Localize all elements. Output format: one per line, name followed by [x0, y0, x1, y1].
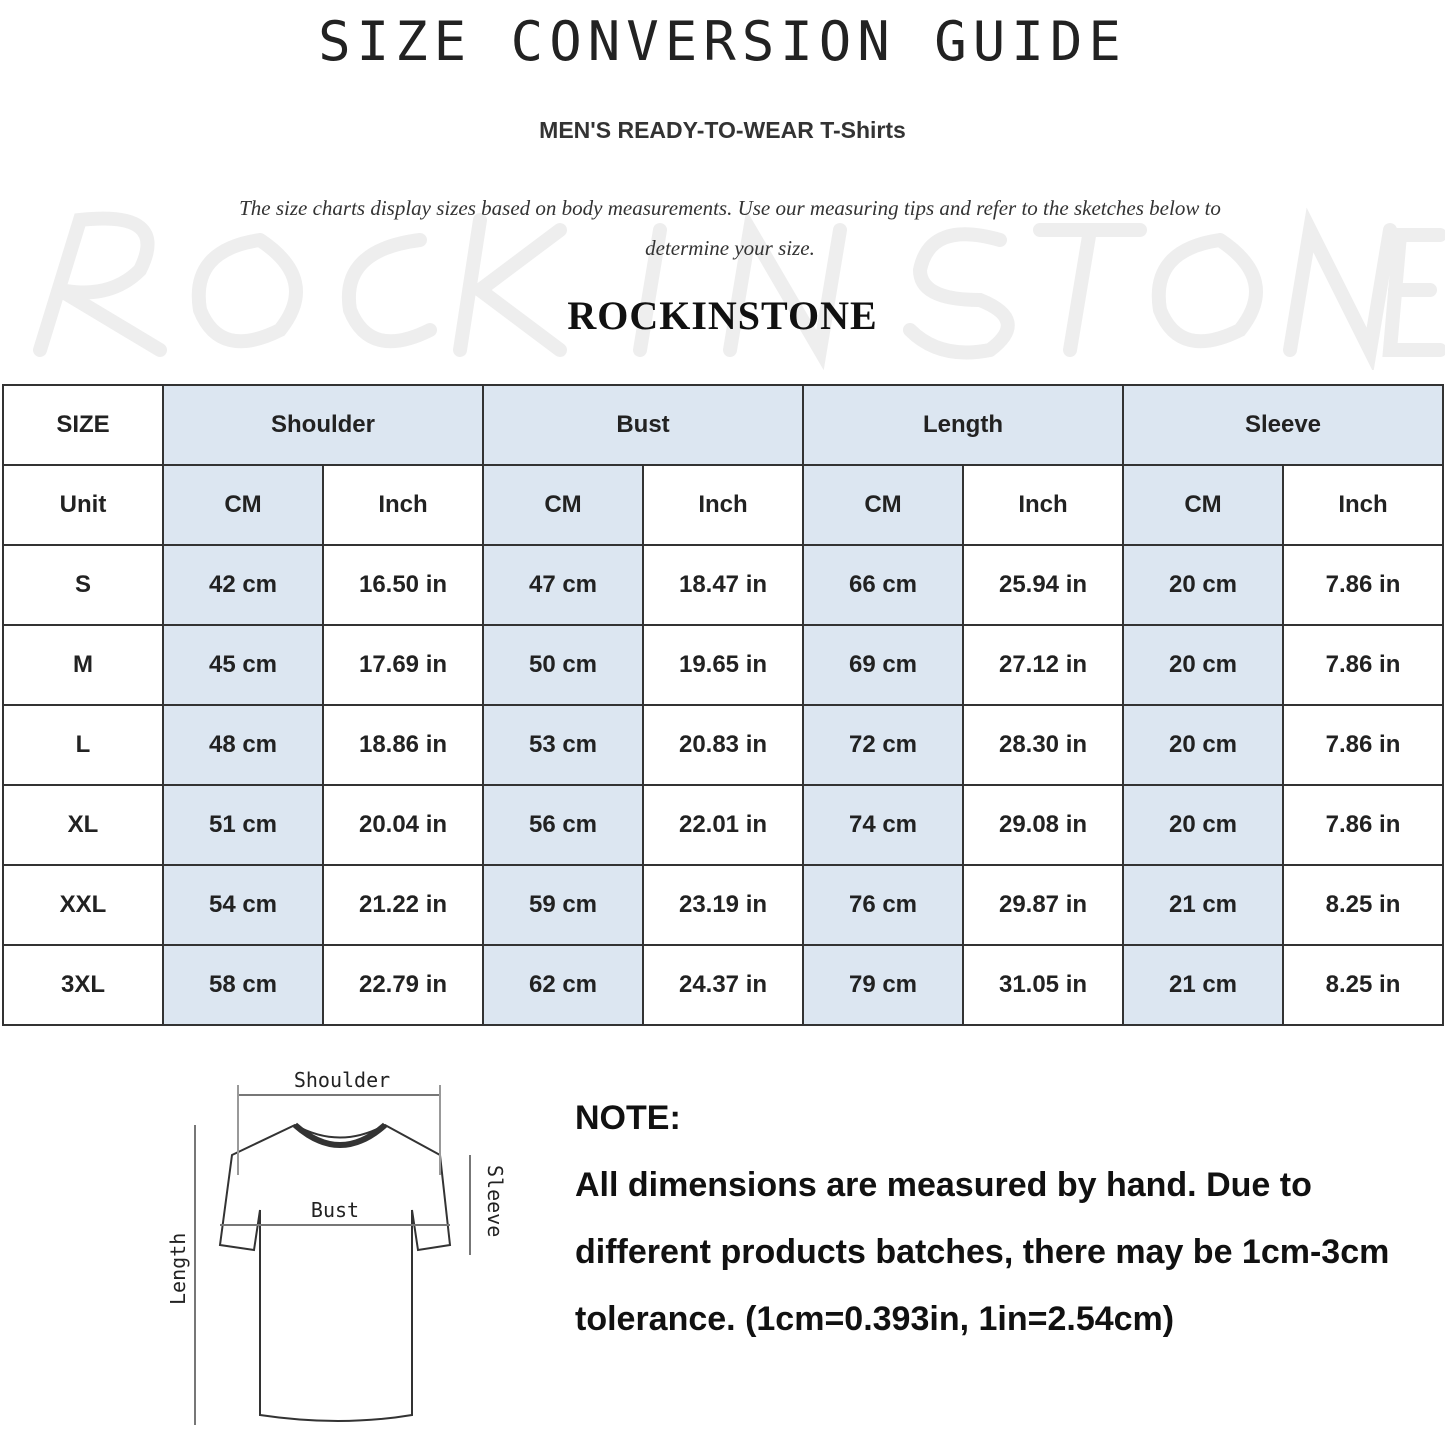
header-cell: Shoulder [162, 384, 484, 466]
size-cell: 3XL [2, 944, 164, 1026]
value-cell: 20 cm [1122, 784, 1284, 866]
header-cell: Length [802, 384, 1124, 466]
value-cell: 79 cm [802, 944, 964, 1026]
value-cell: 25.94 in [962, 544, 1124, 626]
value-cell: 42 cm [162, 544, 324, 626]
brand-name: ROCKINSTONE [567, 293, 878, 338]
unit-cell: CM [1122, 464, 1284, 546]
header-cell: SIZE [2, 384, 164, 466]
table-row: M 45 cm 17.69 in 50 cm 19.65 in 69 cm 27.12 in… [2, 624, 1444, 706]
description: The size charts display sizes based on b… [239, 196, 1221, 260]
value-cell: 24.37 in [642, 944, 804, 1026]
value-cell: 53 cm [482, 704, 644, 786]
unit-cell: CM [162, 464, 324, 546]
value-cell: 72 cm [802, 704, 964, 786]
unit-cell: Inch [642, 464, 804, 546]
value-cell: 47 cm [482, 544, 644, 626]
unit-cell: Inch [1282, 464, 1444, 546]
unit-cell: Inch [322, 464, 484, 546]
value-cell: 21.22 in [322, 864, 484, 946]
value-cell: 56 cm [482, 784, 644, 866]
note-text: All dimensions are measured by hand. Due… [575, 1166, 1390, 1338]
unit-cell: Unit [2, 464, 164, 546]
value-cell: 31.05 in [962, 944, 1124, 1026]
value-cell: 27.12 in [962, 624, 1124, 706]
table-row: S 42 cm 16.50 in 47 cm 18.47 in 66 cm 25.94 in… [2, 544, 1444, 626]
value-cell: 69 cm [802, 624, 964, 706]
page-subtitle: MEN'S READY-TO-WEAR T-Shirts [539, 117, 906, 143]
value-cell: 7.86 in [1282, 784, 1444, 866]
size-cell: XL [2, 784, 164, 866]
value-cell: 18.47 in [642, 544, 804, 626]
value-cell: 18.86 in [322, 704, 484, 786]
table-row: 3XL 58 cm 22.79 in 62 cm 24.37 in 79 cm 31.05 … [2, 944, 1444, 1026]
value-cell: 76 cm [802, 864, 964, 946]
bust-label: Bust [311, 1198, 359, 1222]
value-cell: 58 cm [162, 944, 324, 1026]
page-title: SIZE CONVERSION GUIDE [318, 10, 1127, 73]
value-cell: 7.86 in [1282, 624, 1444, 706]
value-cell: 8.25 in [1282, 864, 1444, 946]
value-cell: 22.01 in [642, 784, 804, 866]
value-cell: 17.69 in [322, 624, 484, 706]
unit-cell: CM [482, 464, 644, 546]
shoulder-label: Shoulder [294, 1068, 390, 1092]
value-cell: 50 cm [482, 624, 644, 706]
size-cell: M [2, 624, 164, 706]
value-cell: 23.19 in [642, 864, 804, 946]
header-cell: Bust [482, 384, 804, 466]
table-row: XXL 54 cm 21.22 in 59 cm 23.19 in 76 cm 29.87 … [2, 864, 1444, 946]
sleeve-label: Sleeve [483, 1165, 507, 1237]
value-cell: 20 cm [1122, 544, 1284, 626]
value-cell: 22.79 in [322, 944, 484, 1026]
value-cell: 59 cm [482, 864, 644, 946]
value-cell: 7.86 in [1282, 704, 1444, 786]
value-cell: 29.08 in [962, 784, 1124, 866]
value-cell: 66 cm [802, 544, 964, 626]
note-heading: NOTE: [575, 1099, 681, 1137]
value-cell: 16.50 in [322, 544, 484, 626]
tshirt-measurement-sketch: Shoulder Bust Sleeve Length [166, 1068, 507, 1425]
value-cell: 20 cm [1122, 624, 1284, 706]
value-cell: 48 cm [162, 704, 324, 786]
value-cell: 21 cm [1122, 864, 1284, 946]
value-cell: 62 cm [482, 944, 644, 1026]
value-cell: 8.25 in [1282, 944, 1444, 1026]
table-row: XL 51 cm 20.04 in 56 cm 22.01 in 74 cm 29.08 i… [2, 784, 1444, 866]
value-cell: 29.87 in [962, 864, 1124, 946]
unit-cell: CM [802, 464, 964, 546]
size-table: SIZE Shoulder Bust Length Sleeve Unit CM Inch CM… [2, 384, 1444, 1026]
value-cell: 45 cm [162, 624, 324, 706]
unit-cell: Inch [962, 464, 1124, 546]
size-cell: XXL [2, 864, 164, 946]
size-cell: S [2, 544, 164, 626]
value-cell: 54 cm [162, 864, 324, 946]
header-cell: Sleeve [1122, 384, 1444, 466]
table-row: L 48 cm 18.86 in 53 cm 20.83 in 72 cm 28.30 in… [2, 704, 1444, 786]
length-label: Length [166, 1233, 190, 1305]
size-cell: L [2, 704, 164, 786]
value-cell: 7.86 in [1282, 544, 1444, 626]
note: NOTE: All dimensions are measured by han… [575, 1085, 1415, 1353]
value-cell: 20.83 in [642, 704, 804, 786]
value-cell: 20 cm [1122, 704, 1284, 786]
unit-row: Unit CM Inch CM Inch CM Inch CM Inch [2, 464, 1444, 546]
brand-watermark [33, 207, 1445, 370]
value-cell: 51 cm [162, 784, 324, 866]
tshirt-outline [218, 1123, 452, 1422]
value-cell: 20.04 in [322, 784, 484, 866]
value-cell: 19.65 in [642, 624, 804, 706]
header-row: SIZE Shoulder Bust Length Sleeve [2, 384, 1444, 466]
value-cell: 28.30 in [962, 704, 1124, 786]
value-cell: 74 cm [802, 784, 964, 866]
value-cell: 21 cm [1122, 944, 1284, 1026]
